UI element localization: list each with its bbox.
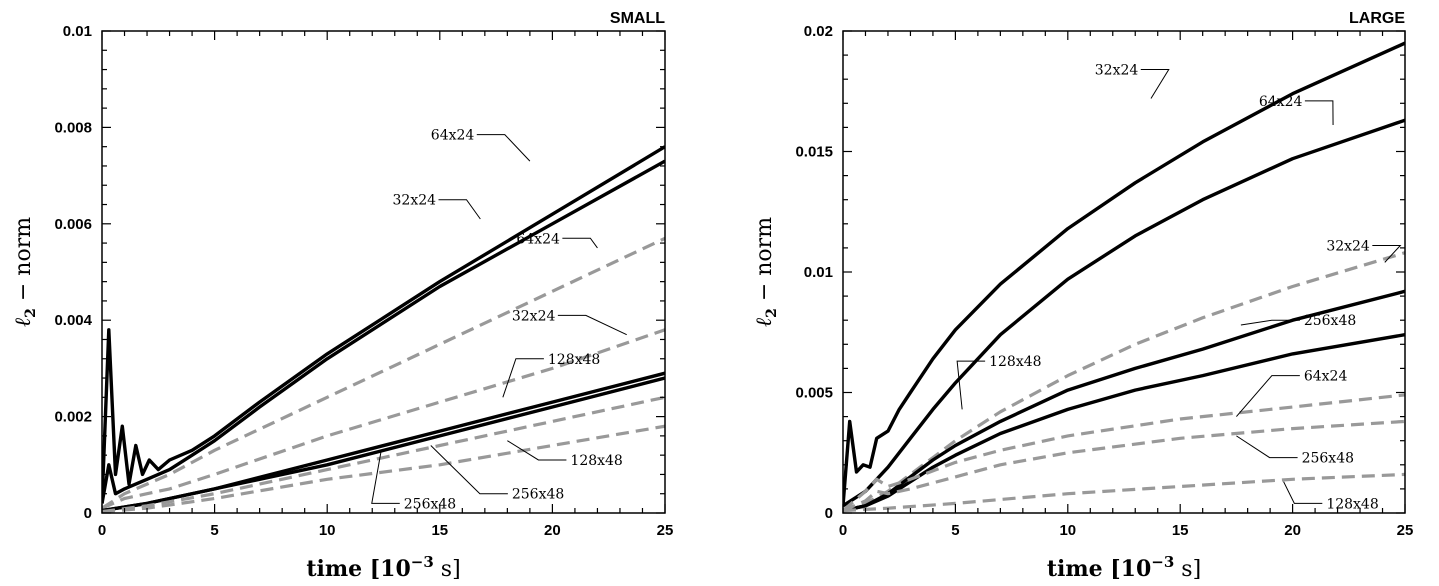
annotation-label: 32x24	[393, 193, 437, 209]
annotation-label: 256x48	[1304, 313, 1356, 329]
annotation-label: 256x48	[404, 496, 456, 512]
series-annotation: 64x24	[1259, 94, 1334, 125]
annotation-leader-line	[371, 450, 400, 504]
x-tick-label: 20	[544, 522, 561, 539]
series-annotation: 32x24	[393, 193, 481, 220]
chart-panel-1: 0 5 10 15 20 25 0 0.002 0.004 0.006 0.008 0.01 SMALL…	[11, 10, 673, 582]
x-tick-label: 5	[951, 522, 959, 539]
annotation-label: 64x24	[1304, 369, 1348, 385]
annotation-leader-line	[1236, 375, 1300, 417]
plot-frame	[101, 30, 666, 514]
series-line-128x48-dashed	[843, 472, 1405, 513]
y-tick-label: 0.01	[804, 264, 833, 281]
series-annotation: 128x48	[1283, 481, 1379, 512]
annotation-label: 32x24	[1095, 63, 1139, 79]
series-annotation: 256x48	[430, 445, 564, 503]
series-line-32x24-solid	[102, 159, 665, 504]
x-tick-label: 0	[839, 522, 847, 539]
y-tick-label: 0.004	[54, 312, 92, 329]
y-tick-label: 0.02	[804, 23, 833, 40]
series-line-128x48-solid	[843, 333, 1405, 513]
annotation-label: 32x24	[1326, 238, 1370, 254]
series-line-64x24-dashed	[843, 393, 1405, 512]
annotation-leader-line	[1304, 100, 1334, 125]
series-line-32x24-dashed	[102, 328, 665, 510]
annotation-leader-line	[1283, 481, 1323, 504]
y-axis-label: ℓ2 − norm	[752, 217, 780, 327]
series-group	[843, 41, 1405, 513]
annotation-leader-line	[1240, 319, 1300, 326]
x-tick-label: 15	[1172, 522, 1189, 539]
annotation-leader-line	[1236, 435, 1298, 459]
series-annotation: 64x24	[431, 128, 531, 162]
annotation-label: 128x48	[548, 352, 600, 368]
x-tick-label: 5	[210, 522, 218, 539]
chart-panel-2: 0 5 10 15 20 25 0 0.005 0.01 0.015 0.02 LARGE time […	[752, 10, 1413, 582]
y-tick-label: 0.008	[54, 119, 92, 136]
series-line-32x24-solid	[843, 41, 1405, 506]
series-line-256x48-dashed	[843, 419, 1405, 513]
plot-frame	[842, 30, 1406, 514]
series-line-256x48-dashed	[102, 395, 665, 513]
y-tick-label: 0	[825, 505, 833, 522]
series-line-256x48-solid	[843, 289, 1405, 513]
annotation-label: 64x24	[516, 231, 560, 247]
annotation-leader-line	[562, 237, 598, 249]
x-axis-label: time [10−3 s]	[1047, 553, 1201, 582]
x-axis-label: time [10−3 s]	[306, 553, 460, 582]
series-line-256x48-solid	[102, 376, 665, 513]
series-annotation: 64x24	[1236, 369, 1347, 417]
panel-title: LARGE	[1349, 10, 1405, 27]
series-annotation: 32x24	[1326, 238, 1402, 263]
series-line-64x24-solid	[102, 145, 665, 504]
x-tick-label: 25	[657, 522, 674, 539]
series-annotation: 128x48	[507, 440, 623, 469]
y-tick-label: 0.005	[795, 385, 833, 402]
annotation-label: 64x24	[431, 128, 475, 144]
series-annotation: 128x48	[502, 352, 600, 398]
annotation-leader-line	[507, 440, 567, 461]
annotation-label: 256x48	[512, 487, 564, 503]
y-tick-label: 0	[84, 505, 92, 522]
annotation-label: 128x48	[1326, 496, 1378, 512]
annotation-leader-line	[430, 445, 508, 495]
annotation-label: 256x48	[1302, 451, 1354, 467]
series-line-64x24-dashed	[102, 236, 665, 510]
series-annotation: 128x48	[956, 354, 1042, 410]
y-tick-label: 0.015	[795, 144, 833, 161]
series-annotation: 32x24	[1095, 63, 1170, 99]
x-tick-label: 25	[1397, 522, 1414, 539]
annotation-label: 128x48	[989, 354, 1041, 370]
annotation-leader-line	[557, 314, 627, 336]
series-annotation: 32x24	[512, 308, 627, 336]
x-tick-label: 20	[1284, 522, 1301, 539]
annotation-label: 32x24	[512, 308, 556, 324]
y-tick-label: 0.006	[54, 216, 92, 233]
annotation-label: 64x24	[1259, 94, 1303, 110]
series-annotation: 64x24	[516, 231, 598, 249]
annotation-leader-line	[438, 199, 481, 220]
series-annotation: 256x48	[1236, 435, 1354, 467]
series-line-64x24-solid	[843, 118, 1405, 508]
x-tick-label: 15	[431, 522, 448, 539]
y-tick-label: 0.002	[54, 409, 92, 426]
annotation-leader-line	[1140, 69, 1170, 99]
y-axis-label: ℓ2 − norm	[11, 217, 39, 327]
annotation-leader-line	[956, 360, 986, 410]
series-group	[102, 145, 665, 513]
annotation-leader-line	[502, 358, 544, 398]
x-tick-label: 10	[319, 522, 336, 539]
annotation-leader-line	[476, 134, 531, 162]
y-tick-label: 0.01	[63, 23, 92, 40]
x-tick-label: 0	[98, 522, 106, 539]
series-annotation: 256x48	[371, 450, 456, 512]
series-annotation: 256x48	[1240, 313, 1356, 329]
x-tick-label: 10	[1059, 522, 1076, 539]
panel-title: SMALL	[610, 10, 665, 27]
annotation-label: 128x48	[570, 453, 622, 469]
annotation-leader-line	[1372, 244, 1402, 263]
